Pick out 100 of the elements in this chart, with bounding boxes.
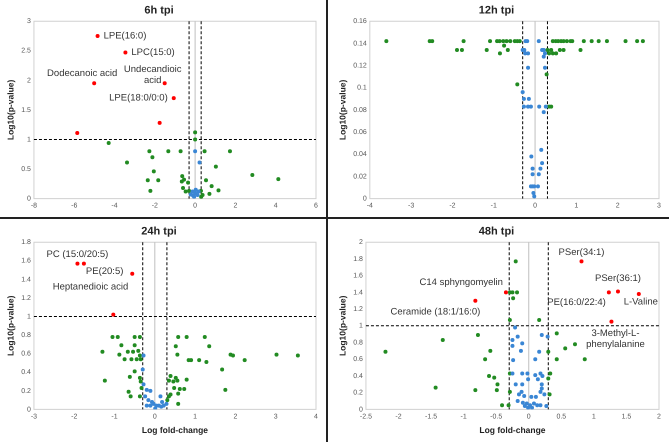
point [532, 194, 536, 198]
point [159, 404, 164, 409]
annotation: LPE(18:0/0:0) [109, 92, 168, 104]
point [518, 348, 523, 353]
point [510, 338, 514, 342]
point [526, 51, 530, 56]
point [193, 137, 198, 142]
point [540, 382, 544, 386]
point [542, 110, 546, 114]
point [460, 48, 464, 52]
point [110, 334, 115, 339]
point [207, 344, 212, 348]
point [545, 48, 550, 52]
point [172, 386, 176, 390]
annotation: LPE(16:0) [104, 30, 146, 42]
point [616, 290, 620, 294]
x-axis-title: Log fold-change [479, 425, 546, 436]
point [196, 193, 200, 198]
annotation: L-Valine [624, 296, 658, 308]
x-axis-title: Log fold-change [142, 425, 208, 436]
point [542, 66, 547, 70]
point [500, 403, 504, 408]
point [516, 399, 520, 404]
point [172, 96, 176, 100]
point [609, 320, 614, 324]
chart-title: 12h tpi [478, 4, 514, 17]
point [504, 39, 509, 44]
point [138, 357, 143, 362]
point [537, 318, 542, 322]
point [547, 51, 552, 56]
point [536, 39, 541, 44]
point [136, 348, 140, 353]
point [516, 334, 520, 339]
point [536, 172, 541, 176]
point [546, 334, 550, 339]
annotation: 3-Methyl-L-phenylalanine [586, 328, 645, 350]
point [214, 164, 218, 169]
point [117, 352, 122, 357]
point [536, 184, 540, 188]
point [175, 352, 180, 357]
point [75, 130, 80, 135]
point [520, 341, 524, 346]
point [176, 334, 180, 339]
point [210, 184, 214, 188]
point [484, 48, 489, 52]
point [511, 358, 516, 362]
point [515, 290, 520, 294]
annotation: Dodecanoic acid [47, 68, 118, 79]
point [250, 172, 254, 177]
point [100, 350, 104, 354]
point [533, 357, 538, 362]
point [148, 188, 152, 193]
point [132, 369, 137, 374]
point [520, 400, 525, 405]
point [514, 382, 518, 386]
point [138, 380, 143, 384]
point [494, 388, 499, 392]
point [498, 51, 502, 56]
point [542, 54, 546, 59]
point [153, 406, 158, 410]
point [187, 188, 192, 193]
point [636, 292, 641, 296]
point [522, 404, 527, 408]
chart-title: 24h tpi [141, 226, 177, 238]
chart-title: 48h tpi [478, 226, 514, 238]
point [510, 344, 514, 348]
point [434, 386, 438, 390]
point [476, 332, 480, 337]
point [548, 392, 552, 396]
point [506, 48, 510, 52]
point [178, 386, 182, 391]
point [540, 161, 544, 166]
point [144, 388, 149, 392]
point [604, 39, 609, 44]
point [520, 390, 524, 394]
annotation: PSer(36:1) [595, 273, 641, 284]
point [580, 259, 584, 264]
point [526, 96, 531, 101]
point [540, 386, 544, 390]
point [82, 262, 86, 266]
point [487, 374, 492, 378]
point [176, 402, 180, 406]
point [520, 371, 524, 376]
point [138, 354, 142, 358]
point [197, 358, 202, 362]
point [111, 312, 116, 317]
point [498, 39, 502, 44]
point [549, 48, 554, 52]
point [582, 39, 586, 44]
point [132, 334, 137, 339]
point [508, 390, 512, 394]
point [606, 290, 611, 294]
point [242, 358, 247, 362]
point [522, 96, 526, 101]
point [529, 394, 534, 399]
point [540, 374, 544, 378]
point [538, 390, 542, 394]
point [138, 376, 142, 380]
point [186, 180, 190, 185]
point [513, 325, 518, 330]
